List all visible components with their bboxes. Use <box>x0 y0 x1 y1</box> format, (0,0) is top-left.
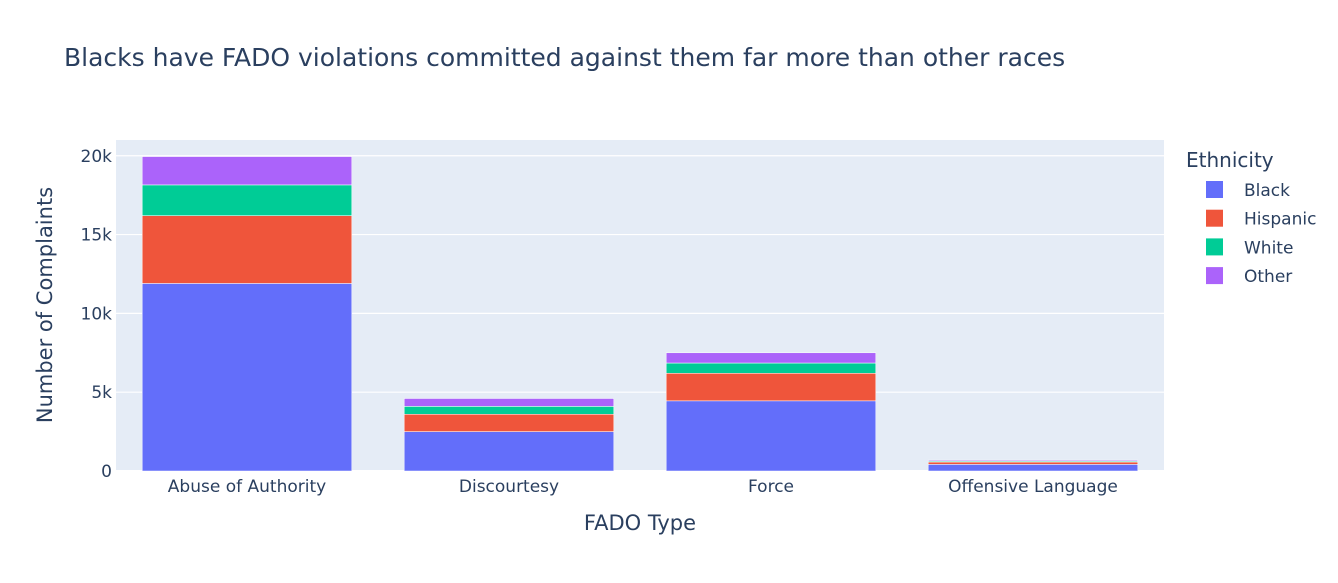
legend-swatch <box>1206 238 1223 256</box>
bar-segment[interactable] <box>141 215 353 284</box>
legend-swatch <box>1206 209 1223 227</box>
bar-segment[interactable] <box>665 362 877 374</box>
bar-segment[interactable] <box>403 431 615 472</box>
bar-segment[interactable] <box>403 406 615 415</box>
x-tick-label: Offensive Language <box>948 477 1118 497</box>
legend-swatch <box>1206 181 1223 198</box>
bar-segment[interactable] <box>665 400 877 472</box>
legend-swatch <box>1206 267 1223 285</box>
y-tick-label: 0 <box>101 462 112 482</box>
legend-title: Ethnicity <box>1186 148 1274 172</box>
y-tick-label: 20k <box>81 147 113 167</box>
legend-item[interactable]: Other <box>1206 267 1292 287</box>
x-tick-label: Discourtesy <box>459 477 559 497</box>
bar-segment[interactable] <box>403 414 615 432</box>
y-tick-label: 10k <box>81 304 113 324</box>
legend-label: Black <box>1244 181 1290 201</box>
bar-segment[interactable] <box>141 156 353 186</box>
bar-segment[interactable] <box>927 459 1139 462</box>
legend-item[interactable]: Black <box>1206 181 1290 201</box>
legend: Ethnicity Black Hispanic White Other <box>1186 148 1316 287</box>
legend-label: Other <box>1244 267 1292 287</box>
legend-item[interactable]: Hispanic <box>1206 209 1316 230</box>
bar-segment[interactable] <box>927 461 1139 465</box>
bar-segment[interactable] <box>665 373 877 402</box>
bars <box>141 156 1139 472</box>
legend-label: White <box>1244 238 1293 258</box>
legend-item[interactable]: White <box>1206 238 1293 258</box>
y-axis-title: Number of Complaints <box>33 187 57 423</box>
bar-segment[interactable] <box>927 464 1139 472</box>
bar-segment[interactable] <box>141 283 353 472</box>
y-tick-labels: 0 5k 10k 15k 20k <box>81 147 113 482</box>
legend-label: Hispanic <box>1244 210 1316 230</box>
y-tick-label: 5k <box>91 383 112 403</box>
x-tick-label: Abuse of Authority <box>168 477 326 497</box>
bar-segment[interactable] <box>141 184 353 216</box>
x-tick-labels: Abuse of Authority Discourtesy Force Offens… <box>168 477 1118 497</box>
bar-segment[interactable] <box>665 352 877 364</box>
chart-title: Blacks have FADO violations committed ag… <box>64 43 1065 72</box>
x-axis-title: FADO Type <box>584 511 696 535</box>
bar-segment[interactable] <box>403 398 615 407</box>
y-tick-label: 15k <box>81 226 113 246</box>
x-tick-label: Force <box>748 477 794 497</box>
